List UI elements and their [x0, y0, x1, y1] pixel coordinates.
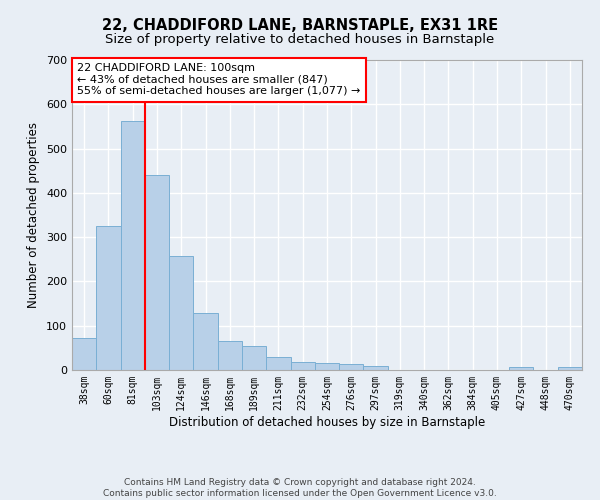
Bar	[121, 121, 145, 370]
Text: 22, CHADDIFORD LANE, BARNSTAPLE, EX31 1RE: 22, CHADDIFORD LANE, BARNSTAPLE, EX31 1R…	[102, 18, 498, 32]
Text: 22 CHADDIFORD LANE: 100sqm
← 43% of detached houses are smaller (847)
55% of sem: 22 CHADDIFORD LANE: 100sqm ← 43% of deta…	[77, 63, 361, 96]
Bar	[193, 314, 218, 370]
Bar	[364, 366, 388, 370]
Bar	[145, 175, 169, 370]
Bar	[339, 364, 364, 370]
Text: Size of property relative to detached houses in Barnstaple: Size of property relative to detached ho…	[106, 32, 494, 46]
Bar	[218, 341, 242, 370]
Bar	[558, 368, 582, 370]
Bar	[315, 364, 339, 370]
Bar	[242, 346, 266, 370]
Bar	[169, 256, 193, 370]
Text: Contains HM Land Registry data © Crown copyright and database right 2024.
Contai: Contains HM Land Registry data © Crown c…	[103, 478, 497, 498]
X-axis label: Distribution of detached houses by size in Barnstaple: Distribution of detached houses by size …	[169, 416, 485, 428]
Bar	[266, 356, 290, 370]
Bar	[96, 226, 121, 370]
Bar	[72, 338, 96, 370]
Bar	[290, 362, 315, 370]
Bar	[509, 368, 533, 370]
Y-axis label: Number of detached properties: Number of detached properties	[28, 122, 40, 308]
